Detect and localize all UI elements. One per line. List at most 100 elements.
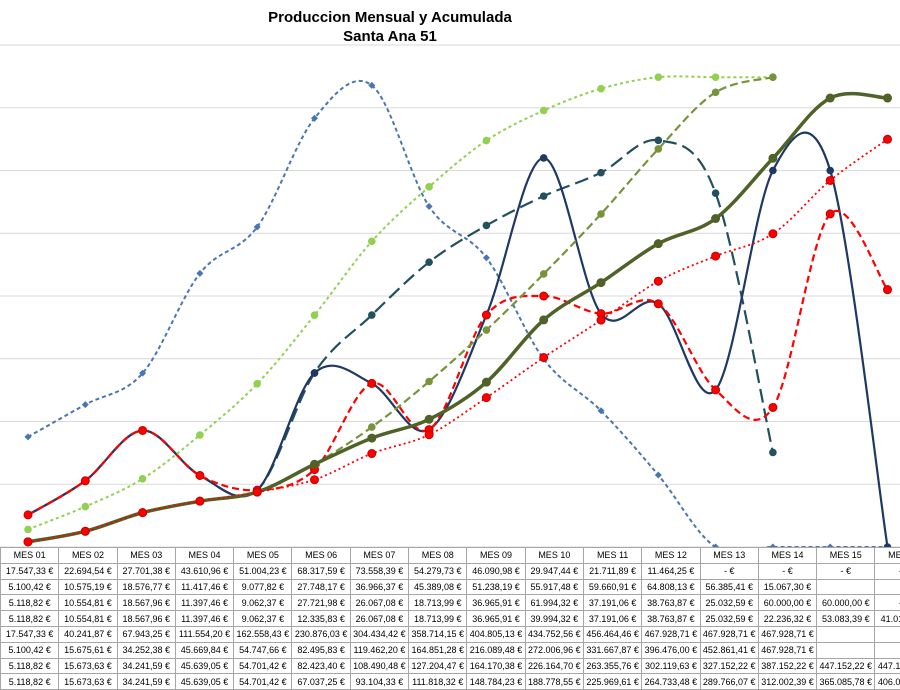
table-cell: 11.417,46 € <box>175 579 233 595</box>
table-cell <box>817 626 875 642</box>
data-point-4 <box>139 426 147 434</box>
table-cell: 18.713,99 € <box>409 611 467 627</box>
table-row: 5.118,82 €10.554,81 €18.567,96 €11.397,4… <box>1 595 900 611</box>
column-header: MES 05 <box>234 548 292 564</box>
data-point-6 <box>712 89 720 97</box>
table-cell: 10.554,81 € <box>59 595 117 611</box>
table-cell: 17.547,33 € <box>1 626 59 642</box>
column-header: MES 15 <box>817 548 875 564</box>
data-point-6 <box>597 210 605 218</box>
column-header: MES 07 <box>350 548 408 564</box>
table-cell: 38.763,87 € <box>642 595 700 611</box>
data-point-4 <box>826 210 834 218</box>
table-row: 17.547,33 €40.241,87 €67.943,25 €111.554… <box>1 626 900 642</box>
data-point-2 <box>425 258 433 266</box>
table-cell: 45.639,05 € <box>175 658 233 674</box>
table-cell: 272.006,96 € <box>525 642 583 658</box>
table-cell: 387.152,22 € <box>758 658 816 674</box>
table-cell: 111.818,32 € <box>409 674 467 690</box>
table-cell: 312.002,39 € <box>758 674 816 690</box>
table-cell: 51.004,23 € <box>234 563 292 579</box>
data-point-1 <box>483 254 490 261</box>
data-point-3 <box>540 154 548 162</box>
table-cell: 17.547,33 € <box>1 563 59 579</box>
data-point-5 <box>597 85 605 93</box>
data-point-1 <box>196 270 203 277</box>
data-point-5 <box>196 431 204 439</box>
table-cell: - € <box>817 563 875 579</box>
table-cell: 54.747,66 € <box>234 642 292 658</box>
table-cell: - € <box>875 563 900 579</box>
table-cell: 38.763,87 € <box>642 611 700 627</box>
table-cell: 45.669,84 € <box>175 642 233 658</box>
table-cell: 365.085,78 € <box>817 674 875 690</box>
table-cell: 456.464,46 € <box>583 626 641 642</box>
data-point-8 <box>597 316 605 324</box>
table-cell: 264.733,48 € <box>642 674 700 690</box>
data-point-5 <box>425 183 433 191</box>
table-cell: 327.152,22 € <box>700 658 758 674</box>
table-cell: 164.851,28 € <box>409 642 467 658</box>
column-header: MES 06 <box>292 548 350 564</box>
data-point-4 <box>540 292 548 300</box>
data-point-5 <box>483 137 491 145</box>
data-point-8 <box>253 488 261 496</box>
table-cell: - € <box>700 563 758 579</box>
table-row: 5.118,82 €15.673,63 €34.241,59 €45.639,0… <box>1 674 900 690</box>
data-point-7 <box>654 239 663 248</box>
data-point-4 <box>368 379 376 387</box>
table-cell: 82.495,83 € <box>292 642 350 658</box>
table-cell: - € <box>758 563 816 579</box>
column-header: MES 02 <box>59 548 117 564</box>
table-row: 5.100,42 €10.575,19 €18.576,77 €11.417,4… <box>1 579 900 595</box>
series-line-7 <box>28 94 888 542</box>
data-point-7 <box>367 434 376 443</box>
column-header: MES 10 <box>525 548 583 564</box>
table-cell: 111.554,20 € <box>175 626 233 642</box>
table-cell: 29.947,44 € <box>525 563 583 579</box>
column-header: MES 12 <box>642 548 700 564</box>
table-cell: 93.104,33 € <box>350 674 408 690</box>
table-cell: 10.554,81 € <box>59 611 117 627</box>
table-cell: 34.241,59 € <box>117 674 175 690</box>
table-cell: 53.083,39 € <box>817 611 875 627</box>
table-cell: 36.966,37 € <box>350 579 408 595</box>
data-point-8 <box>24 538 32 546</box>
data-point-4 <box>482 311 490 319</box>
table-cell: 9.077,82 € <box>234 579 292 595</box>
data-point-2 <box>368 311 376 319</box>
column-header: MES 08 <box>409 548 467 564</box>
table-cell: 64.808,13 € <box>642 579 700 595</box>
table-cell: 304.434,42 € <box>350 626 408 642</box>
table-cell <box>875 642 900 658</box>
table-cell: 404.805,13 € <box>467 626 525 642</box>
table-cell: 60.000,00 € <box>758 595 816 611</box>
table-cell: 406.096,93 € <box>875 674 900 690</box>
table-cell: 447.152,22 € <box>875 658 900 674</box>
table-cell: 18.713,99 € <box>409 595 467 611</box>
data-point-6 <box>425 378 433 386</box>
data-point-4 <box>81 477 89 485</box>
data-point-6 <box>769 73 777 81</box>
table-cell: 108.490,48 € <box>350 658 408 674</box>
data-point-4 <box>769 403 777 411</box>
data-point-7 <box>597 278 606 287</box>
table-cell: 5.118,82 € <box>1 595 59 611</box>
table-cell: 54.279,73 € <box>409 563 467 579</box>
data-point-2 <box>483 222 491 230</box>
series-line-4 <box>28 211 888 515</box>
data-point-2 <box>655 137 663 145</box>
table-cell: 22.694,54 € <box>59 563 117 579</box>
table-cell: 15.673,63 € <box>59 674 117 690</box>
data-point-3 <box>311 369 319 377</box>
table-cell: 36.965,91 € <box>467 595 525 611</box>
table-cell: 467.928,71 € <box>758 626 816 642</box>
table-cell: 358.714,15 € <box>409 626 467 642</box>
table-cell: 15.673,63 € <box>59 658 117 674</box>
table-cell: 289.766,07 € <box>700 674 758 690</box>
table-cell: 25.032,59 € <box>700 595 758 611</box>
data-point-5 <box>253 380 261 388</box>
table-cell: 51.238,19 € <box>467 579 525 595</box>
table-cell: 12.335,83 € <box>292 611 350 627</box>
table-cell: 226.164,70 € <box>525 658 583 674</box>
